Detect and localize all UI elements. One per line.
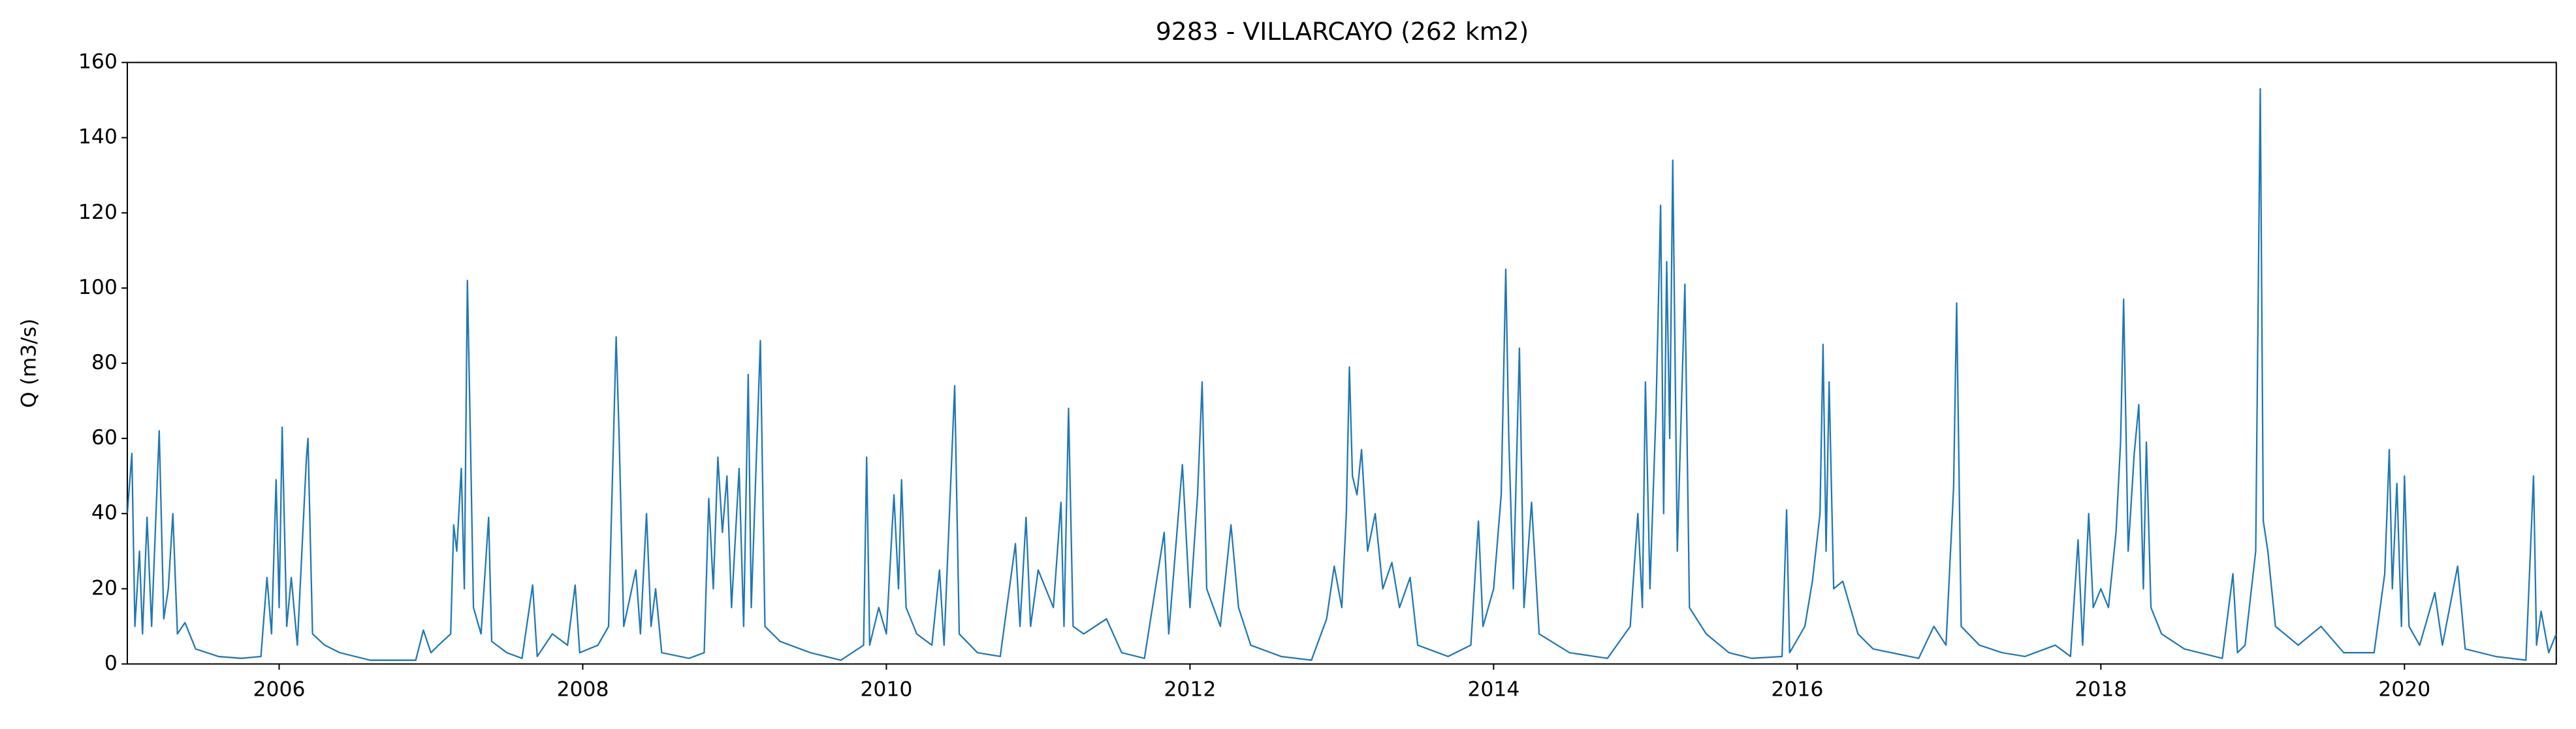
y-tick-label: 100 xyxy=(78,276,118,299)
x-tick-label: 2014 xyxy=(1467,678,1519,702)
x-tick-label: 2012 xyxy=(1164,678,1216,702)
y-axis-label: Q (m3/s) xyxy=(17,319,40,408)
y-tick-label: 60 xyxy=(91,426,118,449)
x-tick-label: 2020 xyxy=(2378,678,2430,702)
y-tick-label: 80 xyxy=(91,351,118,374)
y-tick-label: 40 xyxy=(91,501,118,525)
x-tick-label: 2018 xyxy=(2075,678,2127,702)
x-tick-label: 2010 xyxy=(860,678,912,702)
axes: 0 20 40 60 80 100 120 140 160 2006 2008 2010 2012 201… xyxy=(78,50,2557,702)
x-tick-label: 2006 xyxy=(253,678,305,702)
y-tick-label: 20 xyxy=(91,576,118,600)
y-tick-label: 160 xyxy=(78,50,118,74)
y-tick-label: 140 xyxy=(78,125,118,149)
data-line xyxy=(127,88,2556,661)
y-tick-label: 0 xyxy=(104,651,118,675)
x-tick-label: 2016 xyxy=(1771,678,1823,702)
x-tick-label: 2008 xyxy=(556,678,609,702)
chart-title: 9283 - VILLARCAYO (262 km2) xyxy=(1156,17,1529,46)
y-tick-label: 120 xyxy=(78,201,118,224)
